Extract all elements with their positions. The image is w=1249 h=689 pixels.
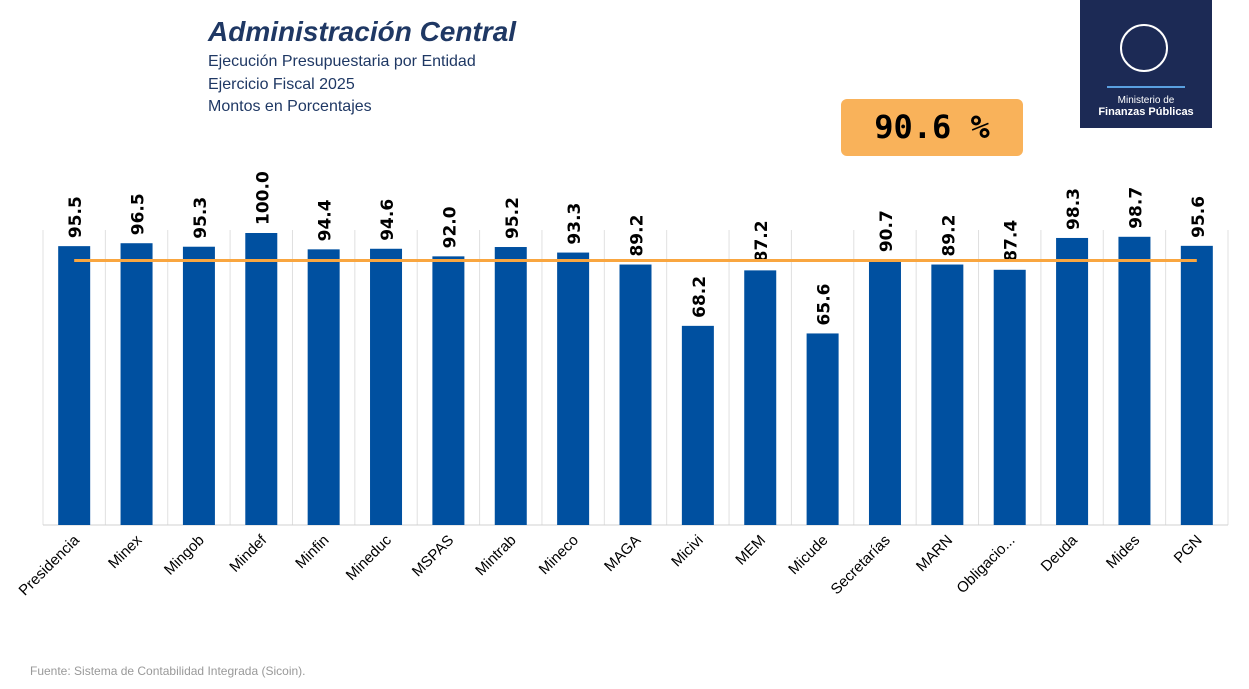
bar	[681, 325, 714, 525]
bar	[993, 269, 1026, 525]
bar	[1056, 237, 1089, 526]
data-label: 95.3	[191, 197, 211, 239]
x-tick-label: Presidencia	[16, 531, 84, 599]
x-tick-label: MSPAS	[409, 532, 457, 580]
x-tick-label: Micude	[785, 532, 831, 578]
data-label: 89.2	[939, 215, 959, 257]
x-tick-label: Mindef	[226, 531, 270, 575]
bar	[806, 333, 839, 525]
x-tick-label: Deuda	[1038, 531, 1082, 575]
bar	[868, 260, 901, 525]
source-note: Fuente: Sistema de Contabilidad Integrad…	[30, 664, 306, 678]
data-label: 87.2	[752, 220, 772, 262]
data-label: 96.5	[129, 193, 149, 235]
data-label: 95.2	[503, 197, 523, 239]
data-label: 65.6	[815, 283, 835, 325]
x-tick-label: MEM	[732, 532, 769, 569]
x-tick-label: Minex	[105, 531, 146, 572]
bar	[494, 247, 527, 526]
bar	[931, 264, 964, 525]
x-tick-label: PGN	[1171, 532, 1206, 567]
bar	[120, 243, 153, 525]
data-label: 94.6	[378, 199, 398, 241]
subtitle-2: Ejercicio Fiscal 2025	[208, 76, 355, 93]
bar	[370, 248, 403, 525]
x-tick-label: Mingob	[161, 532, 208, 579]
data-label: 95.6	[1189, 196, 1209, 238]
x-tick-label: Secretarías	[828, 532, 894, 598]
x-tick-label: Mineco	[536, 532, 582, 578]
data-label: 98.7	[1126, 187, 1146, 229]
subtitle-1: Ejecución Presupuestaria por Entidad	[208, 53, 476, 70]
data-label: 90.7	[877, 210, 897, 252]
x-tick-label: MAGA	[601, 532, 644, 575]
data-label: 93.3	[565, 203, 585, 245]
bar	[432, 256, 465, 525]
x-tick-label: Mides	[1103, 532, 1143, 572]
bar	[182, 246, 215, 525]
bar	[619, 264, 652, 525]
data-label: 98.3	[1064, 188, 1084, 230]
data-label: 68.2	[690, 276, 710, 318]
data-label: 100.0	[253, 171, 273, 225]
x-tick-label: Micivi	[668, 532, 707, 571]
data-label: 94.4	[316, 199, 336, 241]
logo-line1: Ministerio de	[1117, 95, 1175, 106]
logo-line2: Finanzas Públicas	[1098, 106, 1194, 118]
x-tick-label: Mintrab	[472, 532, 519, 579]
ministry-logo: Ministerio de Finanzas Públicas	[1080, 0, 1212, 128]
x-tick-label: Obligacio...	[953, 532, 1018, 597]
data-label: 89.2	[628, 215, 648, 257]
bar	[307, 249, 340, 526]
x-tick-label: Minfin	[292, 532, 332, 572]
bar	[58, 246, 91, 525]
data-label: 95.5	[66, 196, 86, 238]
logo-divider	[1107, 86, 1185, 88]
data-label: 92.0	[440, 206, 460, 248]
average-badge: 90.6 %	[841, 99, 1023, 156]
x-tick-label: MARN	[913, 532, 956, 575]
subtitle-3: Montos en Porcentajes	[208, 98, 372, 115]
data-label: 87.4	[1002, 220, 1022, 262]
bar	[245, 233, 278, 525]
x-tick-label: Mineduc	[343, 531, 395, 583]
seal-icon	[1120, 24, 1168, 72]
bar	[744, 270, 777, 525]
page-title: Administración Central	[208, 16, 517, 47]
bar	[557, 252, 590, 525]
bar	[1118, 236, 1151, 525]
bar	[1180, 245, 1213, 525]
